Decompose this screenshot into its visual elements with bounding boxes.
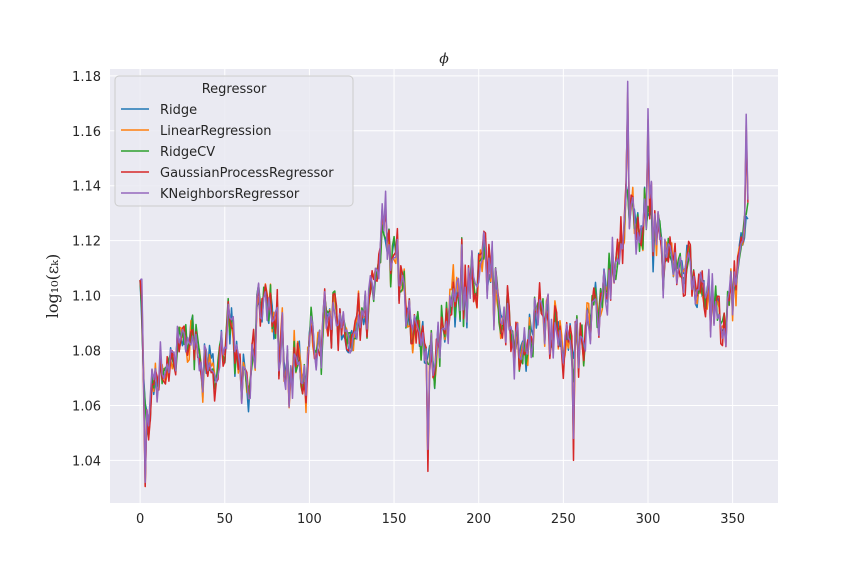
x-tick-label: 150: [382, 512, 407, 527]
legend: Regressor Ridge LinearRegression RidgeCV Ga…: [114, 75, 354, 207]
legend-label: LinearRegression: [160, 124, 272, 139]
x-tick-label: 200: [466, 512, 491, 527]
chart-title: ϕ: [439, 51, 449, 67]
legend-box: [114, 75, 354, 207]
series-lines: [139, 80, 749, 488]
legend-label: GaussianProcessRegressor: [160, 166, 334, 181]
y-tick-label: 1.12: [72, 235, 101, 250]
legend-title: Regressor: [202, 82, 267, 97]
x-tick-label: 250: [551, 512, 576, 527]
x-tick-label: 300: [636, 512, 661, 527]
y-tick-label: 1.08: [72, 345, 101, 360]
y-tick-label: 1.18: [72, 70, 101, 85]
y-tick-label: 1.16: [72, 125, 101, 140]
x-tick-label: 50: [217, 512, 234, 527]
x-tick-label: 350: [720, 512, 745, 527]
y-tick-label: 1.10: [72, 290, 101, 305]
y-axis-label: log₁₀(εₖ): [43, 254, 62, 318]
legend-label: KNeighborsRegressor: [160, 187, 300, 202]
y-tick-label: 1.04: [72, 454, 101, 469]
y-tick-label: 1.06: [72, 399, 101, 414]
y-axis-ticks: 1.04 1.06 1.08 1.10 1.12 1.14 1.16 1.18: [72, 70, 101, 470]
y-tick-label: 1.14: [72, 180, 101, 195]
x-tick-label: 100: [297, 512, 322, 527]
x-tick-label: 0: [136, 512, 144, 527]
series-line-kneighborsregressor: [139, 80, 749, 484]
legend-label: Ridge: [160, 103, 197, 118]
legend-label: RidgeCV: [160, 145, 215, 160]
x-axis-ticks: 0 50 100 150 200 250 300 350: [136, 512, 745, 527]
legend-items: Ridge LinearRegression RidgeCV GaussianProc…: [121, 103, 334, 202]
